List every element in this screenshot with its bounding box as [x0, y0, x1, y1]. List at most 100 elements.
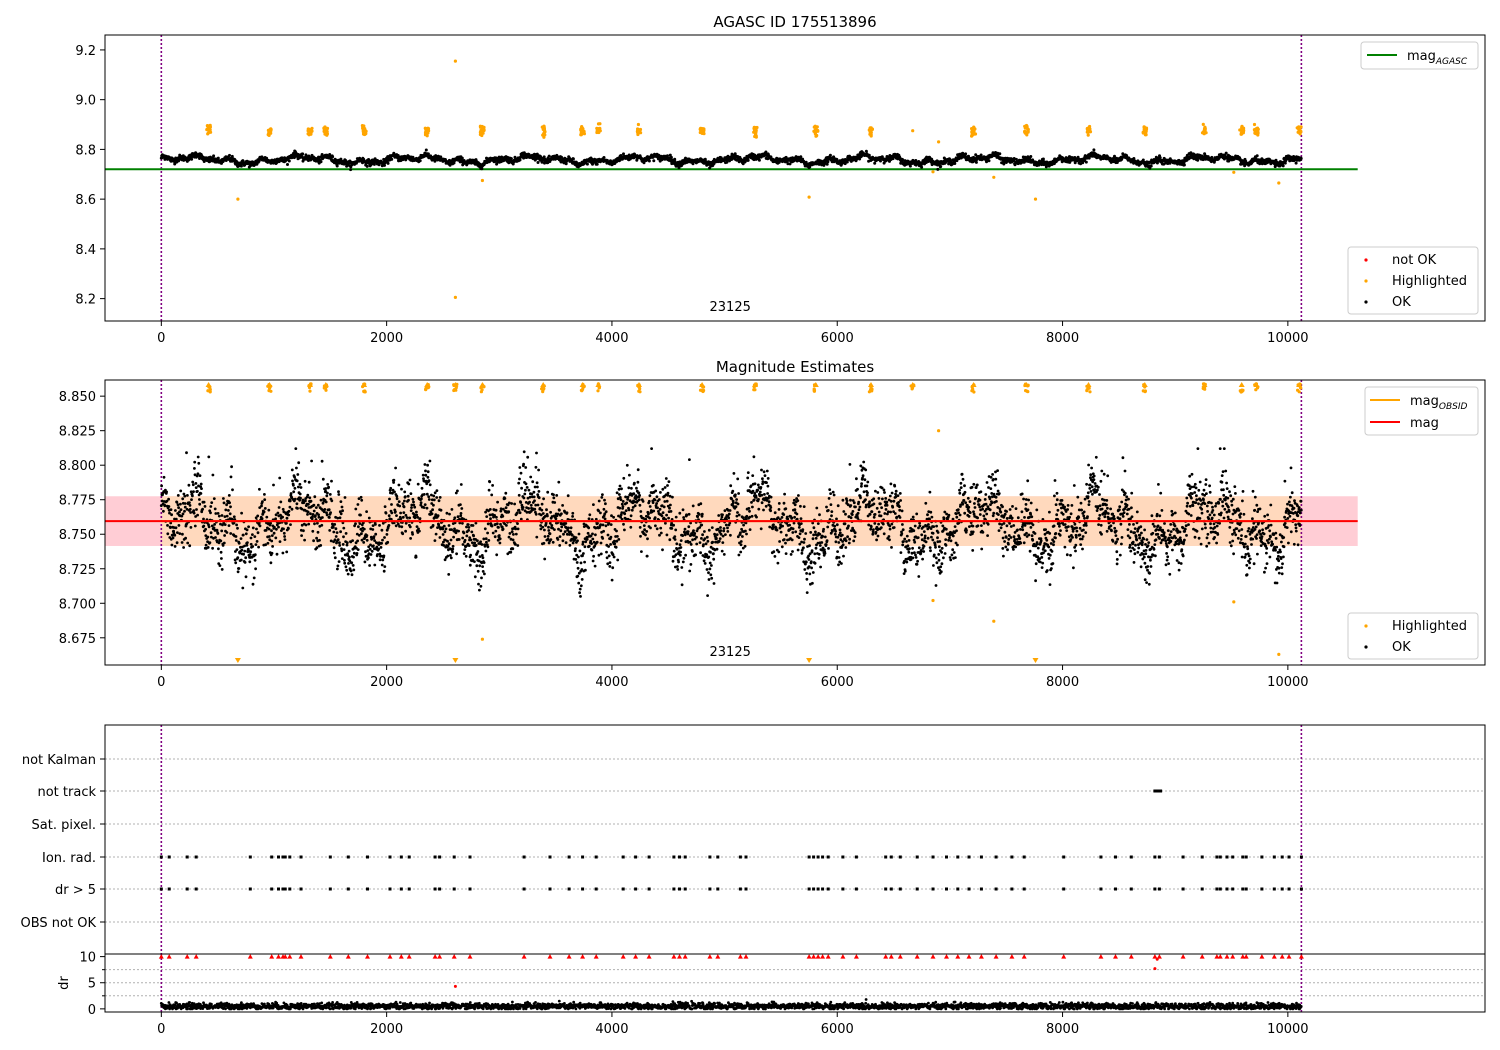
ok-point [497, 526, 500, 529]
ok-point [431, 524, 435, 527]
ok-point [283, 538, 287, 541]
ok-point [523, 492, 527, 496]
ok-point [326, 491, 329, 495]
x-tick-label: 2000 [370, 331, 403, 346]
ok-point [461, 536, 465, 540]
ok-point [219, 550, 223, 554]
ok-point [382, 554, 386, 558]
ok-point [281, 515, 284, 519]
ok-point [245, 543, 249, 547]
ok-point [234, 561, 238, 565]
ok-point [451, 550, 454, 554]
highlighted-point [807, 195, 811, 199]
ok-point [338, 541, 341, 545]
ok-point [1158, 156, 1162, 160]
ok-point [379, 546, 383, 549]
ok-point [432, 503, 435, 507]
ok-point [459, 514, 463, 518]
ok-point [469, 538, 473, 542]
ok-point [227, 524, 231, 527]
ok-point [495, 515, 498, 519]
ok-point [288, 505, 292, 509]
ok-point [234, 535, 238, 538]
ok-point [467, 526, 471, 529]
ok-point [424, 469, 427, 473]
ok-point [529, 503, 533, 507]
ok-point [1281, 164, 1285, 168]
ok-point [746, 158, 750, 162]
ok-point [222, 497, 225, 500]
ok-point [518, 158, 522, 162]
ok-point [282, 527, 285, 531]
ok-point [194, 482, 198, 485]
ok-point [265, 515, 269, 519]
ok-point [277, 506, 281, 509]
ok-point [548, 532, 552, 536]
ok-point [327, 508, 331, 512]
ok-point [486, 522, 490, 526]
ok-point [175, 500, 179, 504]
ok-point [276, 511, 280, 515]
ok-point [253, 558, 257, 562]
ok-point [464, 554, 468, 558]
ok-point [243, 561, 247, 564]
ok-point [248, 553, 252, 556]
ok-point [229, 475, 233, 479]
ok-point [270, 534, 274, 537]
highlighted-point [1085, 127, 1089, 131]
ok-point [535, 451, 538, 455]
ok-point [188, 501, 191, 504]
ok-point [472, 534, 475, 538]
ok-point [186, 494, 189, 497]
ok-point [354, 522, 357, 526]
ok-point [256, 514, 260, 518]
ok-point [263, 498, 267, 501]
ok-point [198, 474, 202, 477]
ok-point [212, 154, 216, 158]
ok-point [459, 483, 463, 486]
ok-point [386, 540, 390, 544]
ok-point [485, 540, 488, 544]
ok-point [920, 165, 924, 169]
ok-point [497, 534, 501, 537]
ok-point [328, 529, 332, 532]
ok-point [342, 548, 346, 551]
ok-point [498, 541, 502, 545]
ok-point [227, 509, 230, 512]
ok-point [331, 525, 335, 529]
highlighted-point [267, 131, 271, 135]
ok-point [320, 459, 324, 463]
ok-point [170, 543, 174, 547]
ok-point [418, 159, 422, 163]
ok-point [406, 494, 410, 498]
ok-point [395, 497, 399, 501]
ok-point [370, 549, 374, 553]
ok-point [352, 551, 356, 555]
ok-point [423, 503, 427, 506]
ok-point [412, 500, 415, 504]
highlighted-point [992, 175, 996, 179]
ok-point [347, 549, 351, 553]
ok-point [270, 551, 274, 555]
ok-point [237, 541, 241, 545]
ok-point [460, 156, 464, 160]
ok-point [394, 466, 397, 470]
ok-point [378, 558, 382, 562]
highlighted-point [813, 125, 818, 129]
ok-point [338, 516, 342, 520]
ok-point [445, 511, 449, 515]
ok-point [465, 525, 468, 529]
ok-point [459, 503, 462, 506]
ok-point [303, 479, 307, 483]
ok-point [369, 553, 373, 556]
ok-point [490, 524, 494, 528]
ok-point [368, 547, 372, 551]
ok-point [198, 502, 202, 506]
ok-point [495, 553, 499, 557]
ok-point [251, 545, 255, 548]
ok-point [173, 533, 177, 537]
ok-point [1182, 163, 1186, 167]
ok-point [527, 507, 530, 510]
ok-point [936, 167, 940, 171]
ok-point [176, 494, 180, 497]
